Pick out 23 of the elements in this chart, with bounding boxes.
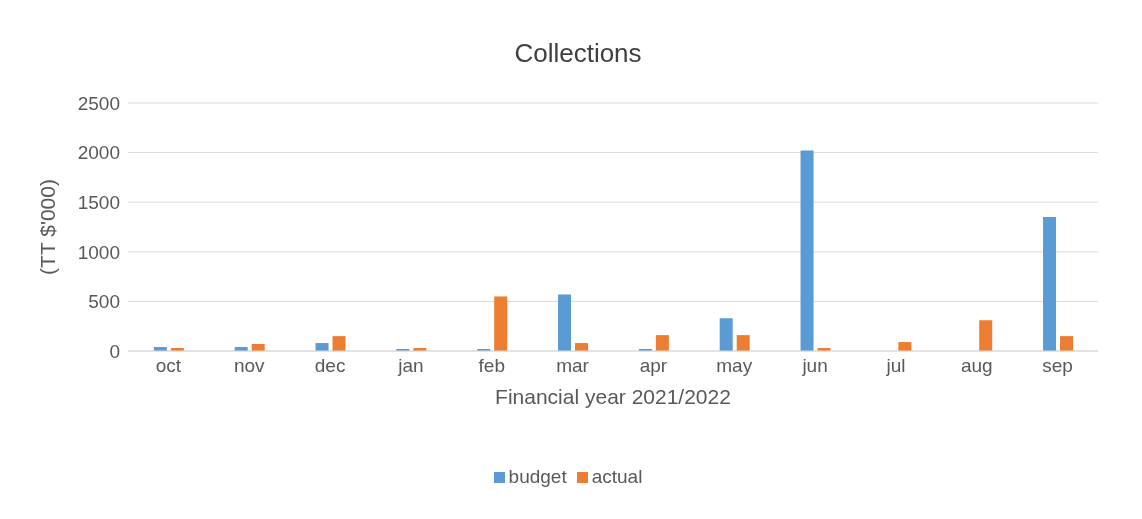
legend-label: actual (591, 466, 643, 487)
legend-label: budget (508, 466, 567, 487)
x-tick-label: jul (885, 355, 906, 377)
y-tick-label: 2000 (77, 142, 120, 164)
y-tick-label: 1500 (77, 191, 120, 213)
x-tick-label: sep (1042, 355, 1073, 377)
x-tick-label: jan (397, 355, 424, 377)
x-axis-title: Financial year 2021/2022 (495, 385, 731, 408)
y-tick-label: 0 (109, 340, 120, 362)
y-axis-title: (TT $'000) (36, 179, 60, 275)
x-tick-label: aug (960, 355, 993, 377)
x-tick-label: nov (233, 355, 266, 377)
x-tick-label: dec (314, 355, 346, 377)
x-tick-label: mar (556, 355, 590, 377)
y-tick-label: 500 (88, 291, 120, 313)
chart-title: Collections (513, 38, 643, 69)
x-tick-label: may (716, 355, 753, 377)
y-tick-label: 1000 (77, 241, 120, 263)
y-tick-label: 2500 (77, 92, 120, 114)
x-tick-label: apr (639, 355, 668, 377)
x-tick-label: feb (478, 355, 505, 377)
x-tick-label: jun (801, 355, 828, 377)
x-tick-label: oct (155, 355, 182, 377)
